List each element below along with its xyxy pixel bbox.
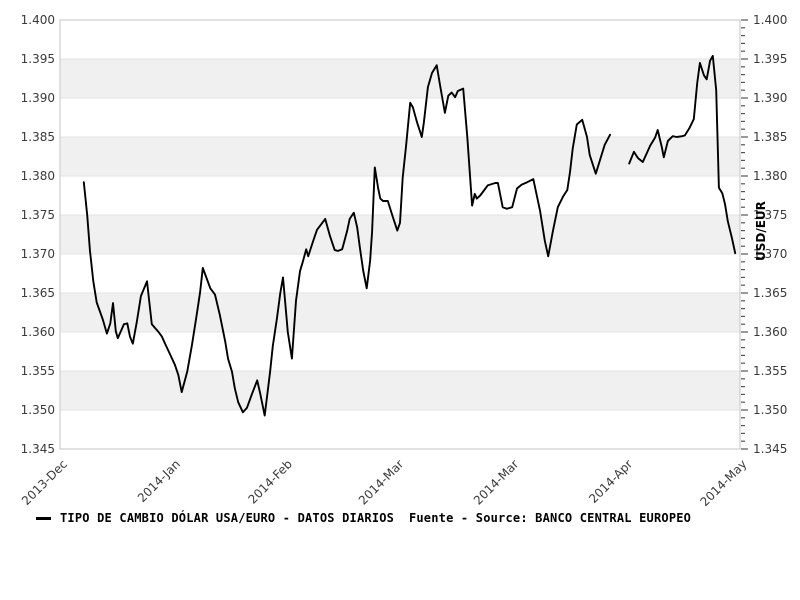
y-tick-label-right: 1.390 xyxy=(753,91,788,105)
y-tick-label-left: 1.360 xyxy=(20,325,55,339)
right-axis-title: USD/EUR xyxy=(754,201,768,261)
y-tick-label-left: 1.370 xyxy=(20,247,55,261)
y-tick-label-left: 1.355 xyxy=(20,364,55,378)
legend: TIPO DE CAMBIO DÓLAR USA/EURO - DATOS DI… xyxy=(36,511,691,525)
y-tick-label-right: 1.355 xyxy=(753,364,788,378)
y-tick-label-left: 1.385 xyxy=(20,130,55,144)
y-tick-label-left: 1.345 xyxy=(20,442,55,456)
y-tick-label-right: 1.350 xyxy=(753,403,788,417)
y-tick-label-left: 1.365 xyxy=(20,286,55,300)
y-tick-label-right: 1.345 xyxy=(753,442,788,456)
y-tick-label-left: 1.400 xyxy=(20,13,55,27)
band xyxy=(60,371,740,410)
band xyxy=(60,59,740,98)
legend-line-marker xyxy=(36,516,51,520)
legend-label: TIPO DE CAMBIO DÓLAR USA/EURO - DATOS DI… xyxy=(60,511,692,525)
y-tick-label-left: 1.390 xyxy=(20,91,55,105)
y-tick-label-left: 1.395 xyxy=(20,52,55,66)
y-tick-label-right: 1.360 xyxy=(753,325,788,339)
y-tick-label-right: 1.375 xyxy=(753,208,788,222)
y-tick-label-right: 1.365 xyxy=(753,286,788,300)
rate-line xyxy=(82,54,737,417)
y-tick-label-right: 1.400 xyxy=(753,13,788,27)
y-tick-label-left: 1.380 xyxy=(20,169,55,183)
band xyxy=(60,137,740,176)
plot-border xyxy=(59,19,741,450)
band xyxy=(60,293,740,332)
y-tick-label-right: 1.370 xyxy=(753,247,788,261)
y-tick-label-left: 1.350 xyxy=(20,403,55,417)
y-tick-label-right: 1.395 xyxy=(753,52,788,66)
y-tick-label-right: 1.380 xyxy=(753,169,788,183)
y-tick-label-left: 1.375 xyxy=(20,208,55,222)
y-tick-label-right: 1.385 xyxy=(753,130,788,144)
